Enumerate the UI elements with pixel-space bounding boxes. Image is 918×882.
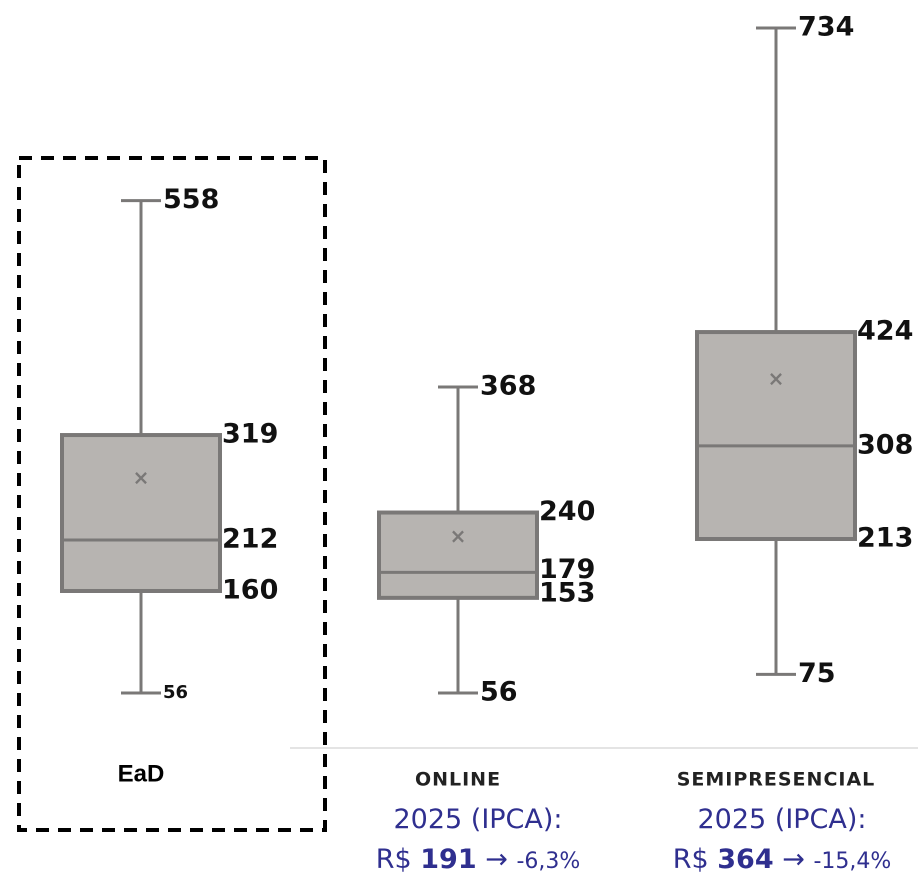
mean-marker-semipresencial: ×	[768, 366, 785, 390]
label-max-online: 368	[480, 370, 536, 401]
label-q1-ead: 160	[222, 574, 278, 605]
box-online	[377, 510, 539, 600]
label-q1-online: 153	[539, 577, 595, 608]
mean-marker-online: ×	[450, 524, 467, 548]
label-median-ead: 212	[222, 523, 278, 554]
label-q3-online: 240	[539, 496, 595, 527]
label-max-ead: 558	[163, 184, 219, 215]
note-online: 2025 (IPCA): R$ 191 → -6,3%	[363, 800, 593, 882]
note-semipresencial: 2025 (IPCA): R$ 364 → -15,4%	[648, 800, 916, 882]
label-median-online: 179	[539, 554, 595, 585]
box-semipresencial	[695, 330, 857, 542]
label-min-semipresencial: 75	[798, 658, 836, 689]
mean-marker-ead: ×	[133, 466, 150, 490]
label-q1-semipresencial: 213	[857, 523, 913, 554]
label-min-ead: 56	[163, 682, 188, 703]
note-online-value: 191	[420, 844, 477, 875]
box-ead	[60, 433, 222, 593]
note-online-prefix: R$	[375, 844, 421, 875]
note-semipresencial-line1: 2025 (IPCA):	[697, 804, 867, 835]
label-q3-semipresencial: 424	[857, 316, 913, 347]
label-min-online: 56	[480, 677, 518, 708]
note-semipresencial-line2: R$ 364 → -15,4%	[648, 840, 916, 882]
note-online-arrow: →	[485, 844, 508, 875]
highlight-box-ead	[17, 156, 327, 832]
note-semipresencial-change: -15,4%	[813, 849, 892, 874]
note-semipresencial-value: 364	[717, 844, 774, 875]
note-online-line1: 2025 (IPCA):	[393, 804, 563, 835]
note-online-change: -6,3%	[516, 849, 581, 874]
note-semipresencial-prefix: R$	[672, 844, 718, 875]
category-label-ead: EaD	[118, 760, 165, 787]
label-median-semipresencial: 308	[857, 429, 913, 460]
label-max-semipresencial: 734	[798, 12, 854, 43]
category-label-semipresencial: SEMIPRESENCIAL	[677, 769, 876, 791]
note-online-line2: R$ 191 → -6,3%	[363, 840, 593, 882]
label-q3-ead: 319	[222, 419, 278, 450]
category-label-online: ONLINE	[415, 769, 501, 791]
note-semipresencial-arrow: →	[782, 844, 805, 875]
